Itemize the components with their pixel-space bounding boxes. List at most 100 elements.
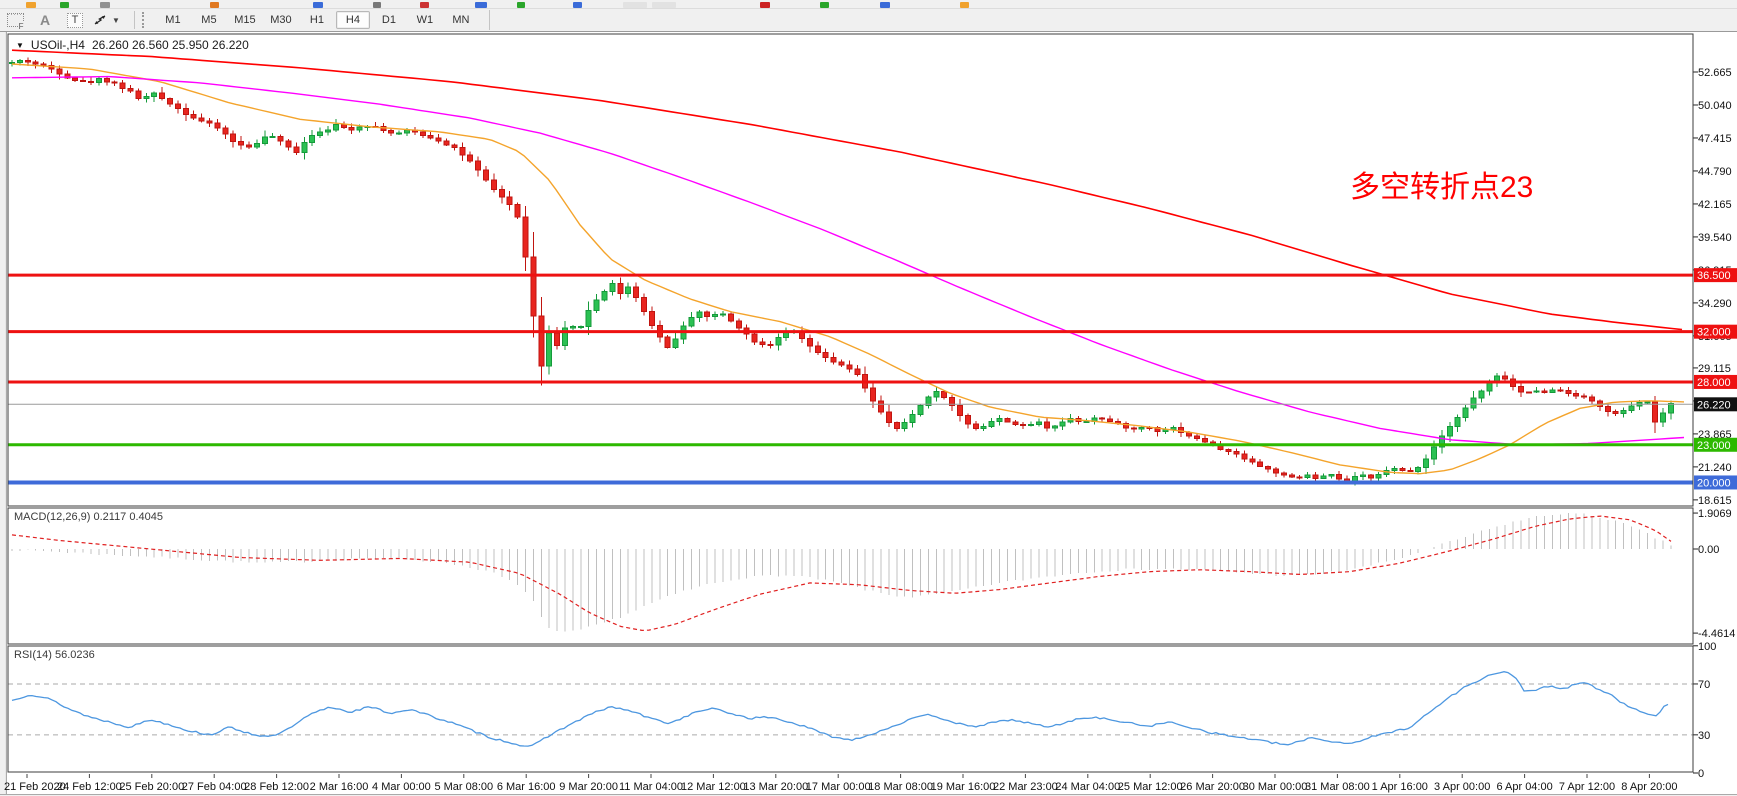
svg-text:18 Mar 08:00: 18 Mar 08:00 (868, 781, 933, 793)
svg-text:29.115: 29.115 (1698, 363, 1731, 375)
macd-panel (11, 513, 1672, 632)
svg-text:-4.4614: -4.4614 (1698, 628, 1735, 640)
text-box-tool-button[interactable]: T (64, 11, 86, 29)
window-left-edge (0, 32, 7, 796)
timeframe-button-w1[interactable]: W1 (416, 14, 434, 26)
toolbar-icon-fragment (880, 2, 890, 8)
toolbar-icon-fragment (652, 2, 676, 8)
indicator-window-icon: F (6, 13, 25, 31)
svg-text:18.615: 18.615 (1698, 495, 1732, 507)
ma-slow-magenta-line (11, 75, 1685, 446)
toolbar-icon-fragment (573, 2, 582, 8)
text-label-tool-button[interactable]: A (34, 11, 56, 29)
hline-price-label (1694, 324, 1737, 339)
timeframe-button-m30[interactable]: M30 (270, 14, 292, 26)
macd-panel-frame (7, 507, 1694, 645)
svg-text:32.000: 32.000 (1697, 327, 1731, 339)
indicator-window-icon[interactable]: F (4, 11, 26, 31)
svg-text:7 Apr 12:00: 7 Apr 12:00 (1559, 781, 1615, 793)
svg-text:9 Mar 20:00: 9 Mar 20:00 (559, 781, 618, 793)
svg-text:5 Mar 08:00: 5 Mar 08:00 (434, 781, 493, 793)
timeframe-button-d1[interactable]: D1 (381, 14, 396, 26)
toolbar-icon-fragment (420, 2, 429, 8)
hline-price-label (1694, 268, 1737, 283)
svg-text:26.220: 26.220 (1697, 399, 1731, 411)
toolbar-icon-fragment (760, 2, 770, 8)
timeframe-button-mn[interactable]: MN (452, 14, 470, 26)
toolbar-top-partial (0, 0, 1737, 9)
svg-text:28 Feb 12:00: 28 Feb 12:00 (244, 781, 309, 793)
svg-text:23.000: 23.000 (1697, 440, 1731, 452)
main-price-panel (8, 49, 1693, 486)
chevron-down-icon[interactable]: ▼ (112, 15, 120, 25)
toolbar-icon-fragment (960, 2, 969, 8)
toolbar-icon-fragment (517, 2, 525, 8)
chart-title: ▼ USOil-,H4 26.260 26.560 25.950 26.220 (16, 38, 249, 52)
timeframe-button-h4[interactable]: H4 (335, 11, 370, 29)
svg-text:1.9069: 1.9069 (1698, 508, 1732, 520)
svg-text:27 Feb 04:00: 27 Feb 04:00 (182, 781, 247, 793)
svg-text:0.00: 0.00 (1698, 544, 1719, 556)
svg-text:34.290: 34.290 (1698, 298, 1732, 310)
toolbar-icon-fragment (820, 2, 829, 8)
toolbar-separator (488, 10, 490, 30)
rsi-panel (8, 671, 1693, 747)
chart-window: 52.66550.04047.41544.79042.16539.54036.9… (0, 31, 1737, 796)
hline-price-label (1694, 374, 1737, 389)
toolbar-icon-fragment (60, 2, 69, 8)
svg-text:36.500: 36.500 (1697, 270, 1731, 282)
candlestick-series (9, 57, 1674, 486)
svg-text:2 Mar 16:00: 2 Mar 16:00 (310, 781, 369, 793)
arrows-tool-button[interactable]: ▼ (94, 11, 120, 29)
ma-fast-orange-line (11, 63, 1685, 475)
toolbar-icon-fragment (26, 2, 36, 8)
macd-signal-line (11, 515, 1672, 632)
svg-text:8 Apr 20:00: 8 Apr 20:00 (1621, 781, 1677, 793)
toolbar-drag-handle[interactable] (141, 12, 147, 28)
svg-text:6 Mar 16:00: 6 Mar 16:00 (497, 781, 556, 793)
svg-text:42.165: 42.165 (1698, 199, 1732, 211)
symbol-timeframe-label: USOil-,H4 (30, 38, 85, 52)
chart-text-annotation[interactable]: 多空转折点23 (1350, 171, 1534, 204)
macd-histogram (11, 513, 1672, 632)
svg-text:12 Mar 12:00: 12 Mar 12:00 (681, 781, 746, 793)
svg-text:22 Mar 23:00: 22 Mar 23:00 (993, 781, 1058, 793)
svg-text:28.000: 28.000 (1697, 377, 1731, 389)
svg-text:31 Mar 08:00: 31 Mar 08:00 (1305, 781, 1370, 793)
svg-text:19 Mar 16:00: 19 Mar 16:00 (931, 781, 996, 793)
toolbar-icon-fragment (210, 2, 219, 8)
svg-text:11 Mar 04:00: 11 Mar 04:00 (619, 781, 683, 793)
svg-text:44.790: 44.790 (1698, 166, 1732, 178)
svg-text:47.415: 47.415 (1698, 133, 1732, 145)
svg-text:100: 100 (1698, 641, 1716, 653)
symbol-dropdown-icon[interactable]: ▼ (16, 40, 24, 50)
svg-text:39.540: 39.540 (1698, 232, 1732, 244)
text-box-icon: T (66, 12, 84, 28)
svg-text:0: 0 (1698, 768, 1704, 780)
hline-price-label (1694, 437, 1737, 452)
chart-canvas[interactable]: 52.66550.04047.41544.79042.16539.54036.9… (0, 32, 1737, 796)
timeframe-button-h1[interactable]: H1 (309, 14, 324, 26)
hline-price-label (1694, 475, 1737, 490)
svg-text:24 Mar 04:00: 24 Mar 04:00 (1055, 781, 1120, 793)
macd-indicator-label: MACD(12,26,9) 0.2117 0.4045 (14, 511, 163, 523)
ma-long-red-line (11, 49, 1683, 331)
text-label-icon: A (39, 12, 51, 28)
toolbar-icon-fragment (475, 2, 487, 8)
svg-text:30 Mar 00:00: 30 Mar 00:00 (1243, 781, 1308, 793)
timeframe-button-m5[interactable]: M5 (201, 14, 217, 26)
toolbar-icon-fragment (313, 2, 323, 8)
rsi-panel-frame (7, 645, 1694, 773)
svg-text:4 Mar 00:00: 4 Mar 00:00 (372, 781, 431, 793)
window-bottom-edge (0, 794, 1737, 796)
ohlc-values: 26.260 26.560 25.950 26.220 (91, 38, 249, 52)
svg-text:1 Apr 16:00: 1 Apr 16:00 (1372, 781, 1428, 793)
svg-text:26 Mar 20:00: 26 Mar 20:00 (1180, 781, 1245, 793)
svg-text:21 Feb 2020: 21 Feb 2020 (4, 781, 66, 793)
timeframe-button-m1[interactable]: M1 (165, 14, 181, 26)
svg-text:3 Apr 00:00: 3 Apr 00:00 (1434, 781, 1490, 793)
svg-text:21.240: 21.240 (1698, 462, 1732, 474)
svg-text:52.665: 52.665 (1698, 67, 1732, 79)
timeframe-button-m15[interactable]: M15 (234, 14, 256, 26)
